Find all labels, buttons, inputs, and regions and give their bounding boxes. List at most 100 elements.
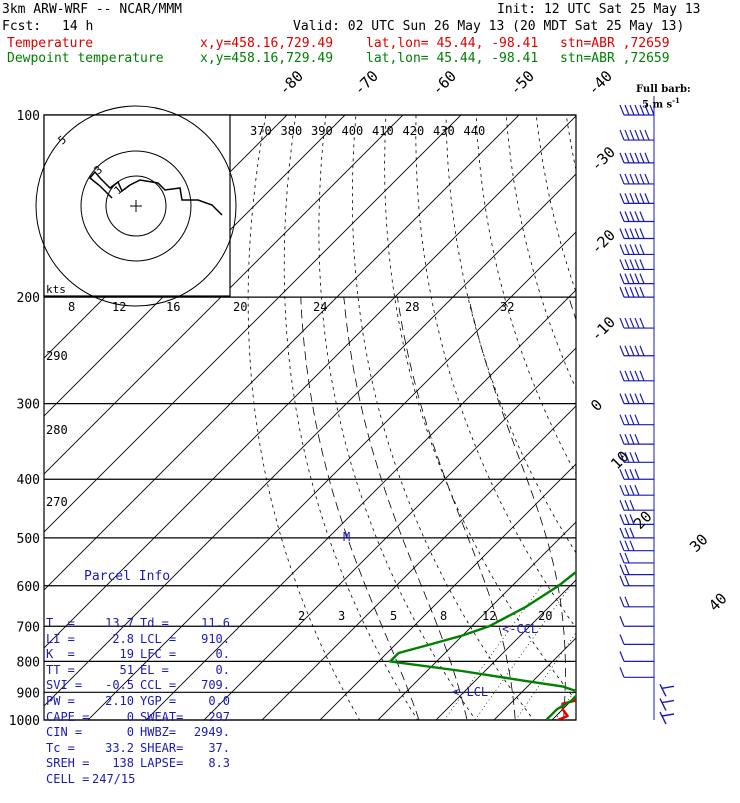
wind-barb-flag bbox=[629, 370, 635, 382]
wind-barb-flag bbox=[619, 596, 625, 608]
parcel-info-cell bbox=[134, 772, 190, 788]
wind-barb-flag bbox=[629, 211, 635, 222]
parcel-info-cell: CELL = bbox=[46, 771, 90, 786]
wind-barb-flag bbox=[619, 484, 625, 496]
wind-barb-flag bbox=[624, 540, 630, 551]
parcel-info-row: T = 13.7 Td = 11.6 bbox=[46, 616, 236, 632]
wind-barb-flag bbox=[634, 211, 640, 222]
parcel-info-title: Parcel Info bbox=[84, 569, 171, 585]
hodograph-ring bbox=[35, 105, 237, 307]
wind-barb-flag bbox=[619, 286, 625, 298]
wind-barb bbox=[659, 711, 675, 725]
parcel-info-cell: 0. bbox=[215, 662, 230, 677]
dry-adiabat bbox=[716, 115, 740, 733]
dry-adiabat bbox=[415, 115, 576, 629]
wind-barb-flag bbox=[661, 699, 675, 704]
wind-barb-flag bbox=[624, 433, 630, 445]
wind-barb-flag bbox=[619, 317, 625, 329]
wind-barb bbox=[619, 452, 654, 463]
wind-barb-flag bbox=[644, 129, 650, 141]
moist-adiabat bbox=[655, 297, 723, 733]
dry-adiabat bbox=[686, 115, 740, 733]
wind-barb bbox=[619, 345, 654, 357]
isotherm-label: -40 bbox=[584, 67, 616, 99]
parcel-info-cell: Tc = bbox=[46, 740, 75, 755]
wind-barb bbox=[619, 527, 654, 539]
wind-barb-staff bbox=[659, 684, 667, 697]
temperature-latlon: lat,lon= 45.44, -98.41 bbox=[366, 36, 539, 51]
speed-tick-label: 20 bbox=[233, 300, 247, 314]
wind-barb-flag bbox=[649, 104, 655, 116]
parcel-info-cell: 33.2 bbox=[105, 740, 134, 755]
parcel-info-cell: T = bbox=[46, 615, 75, 630]
parcel-info-cell: 0 bbox=[126, 725, 134, 740]
parcel-info-cell: CAPE = bbox=[46, 709, 90, 724]
wind-barb-flag bbox=[619, 564, 625, 575]
parcel-info-panel: Parcel Info T = 13.7 Td = 11.6 LI = 2.8 LCL = 9… bbox=[46, 538, 236, 803]
wind-barb bbox=[619, 469, 654, 480]
theta-label: 430 bbox=[433, 124, 455, 138]
parcel-info-cell: K = bbox=[46, 647, 75, 662]
wind-barb-flag bbox=[624, 129, 630, 141]
temperature-station: stn=ABR ,72659 bbox=[560, 36, 670, 51]
isotherm-line bbox=[319, 463, 576, 720]
wind-barb-flag bbox=[629, 469, 635, 480]
wind-barb-flag bbox=[629, 193, 635, 204]
wind-barb-flag bbox=[634, 273, 640, 284]
parcel-info-cell: 0 bbox=[126, 709, 134, 724]
wind-barb-flag bbox=[619, 575, 625, 587]
lcl-label: <-LCL bbox=[452, 685, 488, 699]
wind-barb-flag bbox=[639, 173, 645, 185]
wind-barb bbox=[619, 575, 654, 587]
wind-barb bbox=[619, 104, 655, 116]
wind-barb-flag bbox=[619, 667, 625, 678]
dry-adiabat bbox=[656, 115, 740, 733]
wind-barb-flag bbox=[619, 634, 625, 645]
wind-barb-flag bbox=[624, 564, 630, 575]
wind-barb bbox=[619, 616, 654, 627]
valid-time: Valid: 02 UTC Sun 26 May 13 (20 MDT Sat … bbox=[293, 19, 685, 34]
dry-adiabat bbox=[318, 115, 477, 720]
wind-barb-flag bbox=[639, 345, 645, 356]
parcel-info-cell: 2.8 bbox=[112, 631, 134, 646]
isotherm-line bbox=[203, 347, 576, 720]
dry-adiabat bbox=[384, 115, 576, 702]
dry-adiabat bbox=[247, 115, 361, 720]
wind-barb bbox=[619, 414, 654, 426]
parcel-info-cell: SWEAT= bbox=[140, 709, 184, 724]
parcel-info-cell bbox=[190, 772, 230, 788]
isotherm-label: 0 bbox=[587, 396, 606, 415]
mixing-ratio-line bbox=[474, 585, 571, 720]
isotherm-label: 40 bbox=[705, 589, 731, 615]
wind-barb-flag bbox=[619, 273, 625, 284]
wind-barb-flag bbox=[639, 393, 645, 404]
wind-barb-flag bbox=[634, 104, 640, 116]
wind-barb bbox=[619, 286, 654, 298]
theta-left-label: 270 bbox=[46, 495, 68, 509]
wind-barb-flag bbox=[619, 370, 625, 382]
dewpoint-profile-line bbox=[389, 570, 576, 720]
wind-barb bbox=[619, 540, 654, 552]
wind-barb-flag bbox=[619, 393, 625, 404]
wind-barb bbox=[619, 152, 654, 164]
hodograph-ring bbox=[105, 175, 167, 237]
wind-barb-flag bbox=[624, 286, 630, 298]
parcel-info-row: CIN = 0 HWBZ= 2949. bbox=[46, 725, 236, 741]
dry-adiabat bbox=[596, 115, 740, 733]
wind-barb-flag bbox=[624, 499, 630, 511]
mixing-ratio-label: 2 bbox=[298, 609, 305, 623]
wind-barb bbox=[619, 667, 654, 678]
pressure-label: 400 bbox=[17, 473, 40, 488]
wind-barb-flag bbox=[661, 713, 675, 717]
wind-barb-flag bbox=[629, 345, 635, 356]
init-time: Init: 12 UTC Sat 25 May 13 bbox=[497, 2, 701, 17]
wind-barb bbox=[619, 317, 654, 329]
wind-barb-flag bbox=[639, 211, 645, 222]
isotherm-line bbox=[377, 521, 576, 720]
wind-barb-flag bbox=[624, 152, 630, 164]
theta-label: 390 bbox=[311, 124, 333, 138]
mixing-ratio-line bbox=[515, 632, 576, 720]
wind-barb-flag bbox=[634, 317, 640, 329]
wind-barb-flag bbox=[629, 244, 635, 255]
